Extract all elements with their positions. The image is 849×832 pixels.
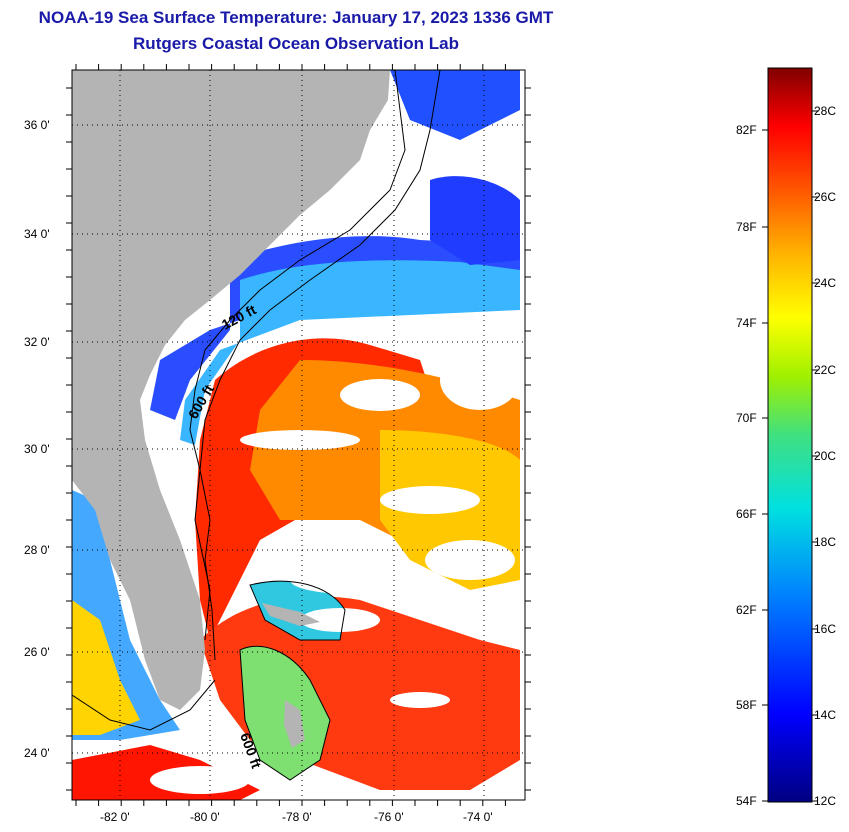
colorbar-f-label: 78F [736, 220, 757, 234]
colorbar-f-label: 66F [736, 507, 757, 521]
lat-label: 30 0' [24, 442, 50, 456]
map-frame [71, 69, 526, 801]
lat-label: 28 0' [24, 543, 50, 557]
colorbar-f-label: 74F [736, 316, 757, 330]
colorbar-f-label: 54F [736, 794, 757, 808]
lat-label: 32 0' [24, 335, 50, 349]
colorbar-f-label: 82F [736, 123, 757, 137]
cool-shelf-water [180, 260, 520, 445]
colorbar-f-label: 58F [736, 698, 757, 712]
colorbar-c-label: 20C [814, 449, 837, 463]
lon-label: -80 0' [190, 810, 220, 824]
contour-bahamas [239, 580, 346, 781]
map-image [72, 70, 525, 800]
contour-120ft [189, 70, 406, 641]
colorbar-c-label: 14C [814, 708, 837, 722]
colorbar-ticks [762, 110, 818, 802]
colorbar-c-label: 18C [814, 535, 837, 549]
lon-label: -74 0' [463, 810, 493, 824]
lat-label: 26 0' [24, 645, 50, 659]
map-grid [72, 70, 525, 800]
land-andros [284, 700, 305, 748]
cloud-cover [150, 320, 520, 794]
lat-label: 34 0' [24, 227, 50, 241]
west-florida-inner [72, 600, 140, 735]
lon-label: -76 0' [374, 810, 404, 824]
colorbar-f-label: 62F [736, 603, 757, 617]
colorbar-c-label: 22C [814, 363, 837, 377]
map-ticks [66, 64, 531, 806]
lon-label: -82 0' [100, 810, 130, 824]
lat-label: 24 0' [24, 746, 50, 760]
colorbar-c-label: 24C [814, 276, 837, 290]
land-southeast-us [72, 70, 390, 710]
contour-florida-shelf [72, 679, 216, 731]
northern-offshore-patch [390, 70, 520, 140]
colorbar-c-label: 28C [814, 104, 837, 118]
contour-600ft [199, 70, 441, 661]
lat-label: 36 0' [24, 118, 50, 132]
northern-cold-patch [430, 176, 520, 265]
land-grand-bahama [262, 603, 320, 626]
colorbar-c-label: 26C [814, 190, 837, 204]
lon-label: -78 0' [282, 810, 312, 824]
map-subtitle: Rutgers Coastal Ocean Observation Lab [133, 34, 459, 53]
colorbar-c-label: 12C [814, 794, 837, 808]
map-title: NOAA-19 Sea Surface Temperature: January… [38, 8, 554, 27]
colorbar-c-label: 16C [814, 622, 837, 636]
colorbar [767, 67, 813, 803]
colorbar-f-label: 70F [736, 411, 757, 425]
